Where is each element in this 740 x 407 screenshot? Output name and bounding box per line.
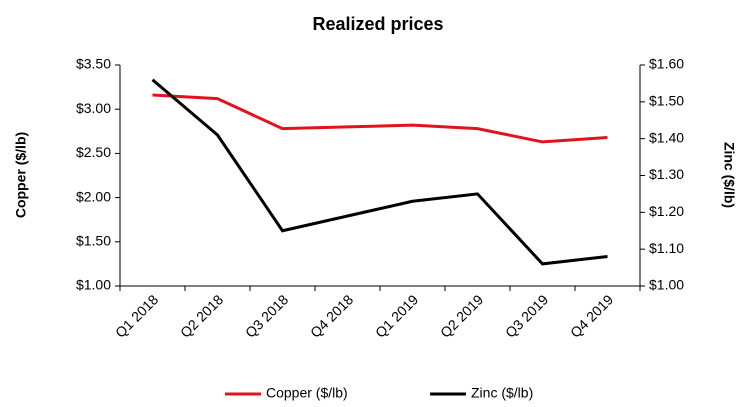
x-tick-label: Q1 2019 [372, 291, 421, 340]
y-tick-label: $2.50 [76, 144, 111, 160]
series-line [152, 93, 608, 144]
y-tick-label: $2.00 [76, 188, 111, 204]
x-tick-label: Q2 2018 [177, 291, 226, 340]
x-tick-label: Q2 2019 [437, 291, 486, 340]
chart-title: Realized prices [312, 14, 443, 34]
x-tick-label: Q4 2019 [567, 291, 616, 340]
y2-tick-label: $1.60 [649, 56, 684, 72]
y-tick-label: $1.00 [76, 277, 111, 293]
legend-label: Copper ($/lb) [266, 385, 348, 401]
y2-tick-label: $1.40 [649, 129, 684, 145]
y-tick-label: $1.50 [76, 233, 111, 249]
y2-tick-label: $1.50 [649, 93, 684, 109]
y-tick-label: $3.00 [76, 100, 111, 116]
x-tick-label: Q3 2018 [242, 291, 291, 340]
y2-tick-label: $1.30 [649, 166, 684, 182]
y-axis-label: Copper ($/lb) [13, 132, 29, 218]
legend-label: Zinc ($/lb) [471, 385, 533, 401]
x-tick-label: Q3 2019 [502, 291, 551, 340]
y2-axis-label: Zinc ($/lb) [721, 142, 737, 208]
x-tick-label: Q4 2018 [307, 291, 356, 340]
series-line [151, 78, 608, 266]
x-tick-label: Q1 2018 [112, 291, 161, 340]
y-tick-label: $3.50 [76, 56, 111, 72]
y2-tick-label: $1.10 [649, 240, 684, 256]
y2-tick-label: $1.00 [649, 277, 684, 293]
y2-tick-label: $1.20 [649, 203, 684, 219]
